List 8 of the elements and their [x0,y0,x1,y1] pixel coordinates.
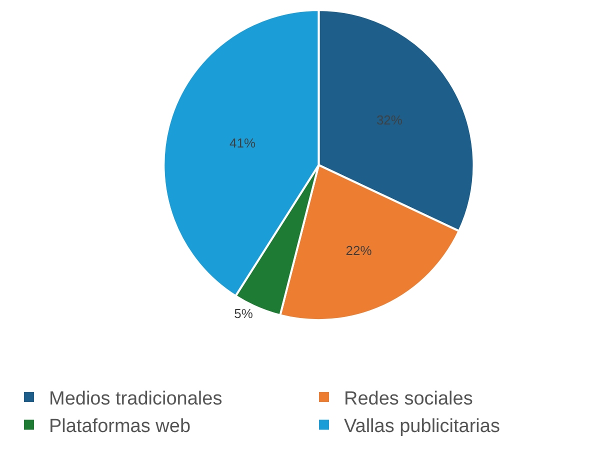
data-label: 5% [234,306,254,322]
data-label: 32% [376,112,403,128]
legend-label: Vallas publicitarias [344,416,500,438]
data-label: 41% [230,135,256,150]
data-label: 22% [346,243,372,258]
legend-label: Redes sociales [344,388,473,410]
legend-label: Plataformas web [49,416,191,438]
legend-label: Medios tradicionales [49,388,222,410]
